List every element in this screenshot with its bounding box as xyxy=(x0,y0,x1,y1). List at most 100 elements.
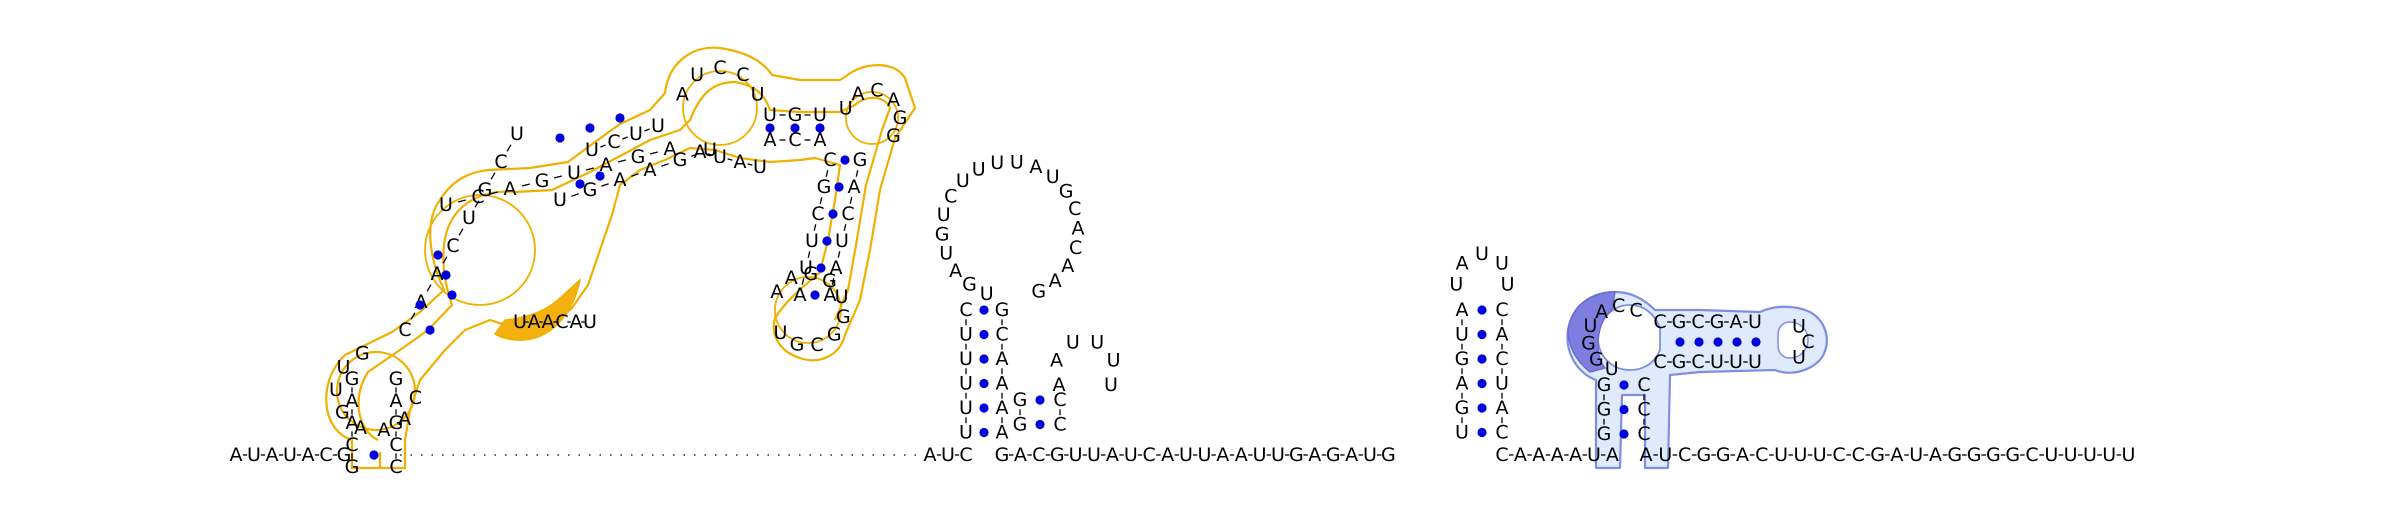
yellow-nucleotide: U xyxy=(799,257,813,279)
yellow-nucleotide: U xyxy=(567,162,581,184)
yellow-nucleotide: U xyxy=(585,139,599,161)
yellow-nucleotide: G xyxy=(886,125,901,147)
baseline-nucleotide: A xyxy=(1308,444,1321,466)
yellow-nucleotide: U xyxy=(513,311,527,333)
yellow-module-inner-envelope xyxy=(357,80,892,468)
backbone-link xyxy=(618,159,626,163)
base-pair-dot xyxy=(979,305,989,315)
baseline-nucleotide: A xyxy=(924,444,937,466)
stem-nucleotide: U xyxy=(1748,311,1762,333)
yellow-nucleotide: U xyxy=(690,64,704,86)
backbone-link xyxy=(506,144,512,152)
base-pair-dot xyxy=(595,171,605,181)
baseline-nucleotide: C xyxy=(1852,444,1865,466)
yellow-nucleotide: G xyxy=(345,456,360,478)
base-pair-dot xyxy=(840,155,850,165)
stem-nucleotide: U xyxy=(1710,351,1724,373)
baseline-nucleotide: A xyxy=(1929,444,1942,466)
baseline-nucleotide: G xyxy=(1716,444,1731,466)
stem-nucleotide: U xyxy=(959,324,973,346)
yellow-interior-loop-hole xyxy=(424,194,536,306)
stem-nucleotide: C xyxy=(1637,399,1650,421)
stem-nucleotide: C xyxy=(1653,311,1666,333)
stem-nucleotide: U xyxy=(959,397,973,419)
loop-nucleotide: U xyxy=(1792,347,1806,369)
backbone-link xyxy=(426,284,432,292)
baseline-nucleotide: G xyxy=(2005,444,2020,466)
yellow-nucleotide: G xyxy=(803,263,818,285)
yellow-nucleotide: G xyxy=(335,402,350,424)
yellow-nucleotide: A xyxy=(377,419,390,441)
yellow-nucleotide: A xyxy=(785,267,798,289)
baseline-nucleotide: C xyxy=(319,444,332,466)
stem-nucleotide: G xyxy=(1013,414,1028,436)
yellow-nucleotide: C xyxy=(870,79,883,101)
yellow-nucleotide: A xyxy=(346,412,359,434)
stem-nucleotide: C xyxy=(1495,348,1508,370)
loop-nucleotide: G xyxy=(1581,333,1596,355)
baseline-nucleotide: U xyxy=(1909,444,1923,466)
backbone-link xyxy=(458,228,464,236)
yellow-nucleotide: A xyxy=(734,151,747,173)
stem-nucleotide: U xyxy=(1495,373,1509,395)
yellow-nucleotide: C xyxy=(398,319,411,341)
base-pair-dot xyxy=(1619,404,1629,415)
yellow-nucleotide: C xyxy=(389,456,402,478)
yellow-nucleotide: C xyxy=(788,129,801,151)
loop-nucleotide: C xyxy=(1612,295,1625,317)
yellow-top-right-loop-hole xyxy=(845,91,899,145)
loop-nucleotide: U xyxy=(1501,274,1515,296)
loop-nucleotide: U xyxy=(1090,332,1104,354)
backbone-link xyxy=(661,163,669,167)
yellow-nucleotide: U xyxy=(813,104,827,126)
backbone-link xyxy=(622,136,628,140)
baseline-nucleotide: G xyxy=(1381,444,1396,466)
stem-nucleotide: C xyxy=(1495,422,1508,444)
yellow-nucleotide: G xyxy=(893,107,908,129)
yellow-nucleotide: A xyxy=(390,390,403,412)
yellow-nucleotide: U xyxy=(629,123,643,145)
base-pair-dot xyxy=(441,270,451,280)
loop-nucleotide: U xyxy=(1475,243,1489,265)
base-pair-dot xyxy=(1751,337,1761,347)
yellow-nucleotide: A xyxy=(644,159,657,181)
yellow-nucleotide: G xyxy=(822,270,837,292)
yellow-nucleotide: A xyxy=(614,169,627,191)
yellow-nucleotide: A xyxy=(676,83,689,105)
baseline-nucleotide: A xyxy=(1235,444,1248,466)
baseline-nucleotide: G xyxy=(1289,444,1304,466)
backbone-link xyxy=(707,153,713,156)
yellow-lower-right-loop-hole xyxy=(774,276,842,344)
backbone-link xyxy=(691,153,699,157)
loop-nucleotide: U xyxy=(939,243,953,265)
base-pair-dot xyxy=(1675,337,1685,347)
baseline-nucleotide: A xyxy=(1532,444,1545,466)
loop-nucleotide: C xyxy=(944,186,957,208)
stem-nucleotide: A xyxy=(1456,373,1469,395)
yellow-nucleotide: G xyxy=(345,368,360,390)
baseline-nucleotide: C xyxy=(1143,444,1156,466)
baseline-nucleotide: A xyxy=(266,444,279,466)
yellow-nucleotide: A xyxy=(770,281,783,303)
baseline-nucleotide: G xyxy=(1986,444,2001,466)
baseline-nucleotide: C xyxy=(959,444,972,466)
loop-nucleotide: U xyxy=(1495,252,1509,274)
baseline-nucleotide: U xyxy=(1179,444,1193,466)
loop-nucleotide: C xyxy=(1801,331,1814,353)
yellow-nucleotide: C xyxy=(811,203,824,225)
stem-nucleotide: G xyxy=(1672,311,1687,333)
yellow-nucleotide: U xyxy=(703,139,717,161)
yellow-nucleotide: C xyxy=(713,57,726,79)
baseline-nucleotide: C xyxy=(2025,444,2038,466)
yellow-nucleotide: A xyxy=(398,408,411,430)
base-pair-dot xyxy=(815,123,825,133)
yellow-nucleotide: A xyxy=(887,89,900,111)
stem-nucleotide: C xyxy=(1053,414,1066,436)
baseline-nucleotide: A xyxy=(1106,444,1119,466)
yellow-nucleotide: U xyxy=(553,189,567,211)
base-pair-dot xyxy=(1477,427,1487,438)
loop-nucleotide: C xyxy=(1068,198,1081,220)
baseline-nucleotide: U xyxy=(2044,444,2058,466)
yellow-nucleotide: U xyxy=(583,311,597,333)
